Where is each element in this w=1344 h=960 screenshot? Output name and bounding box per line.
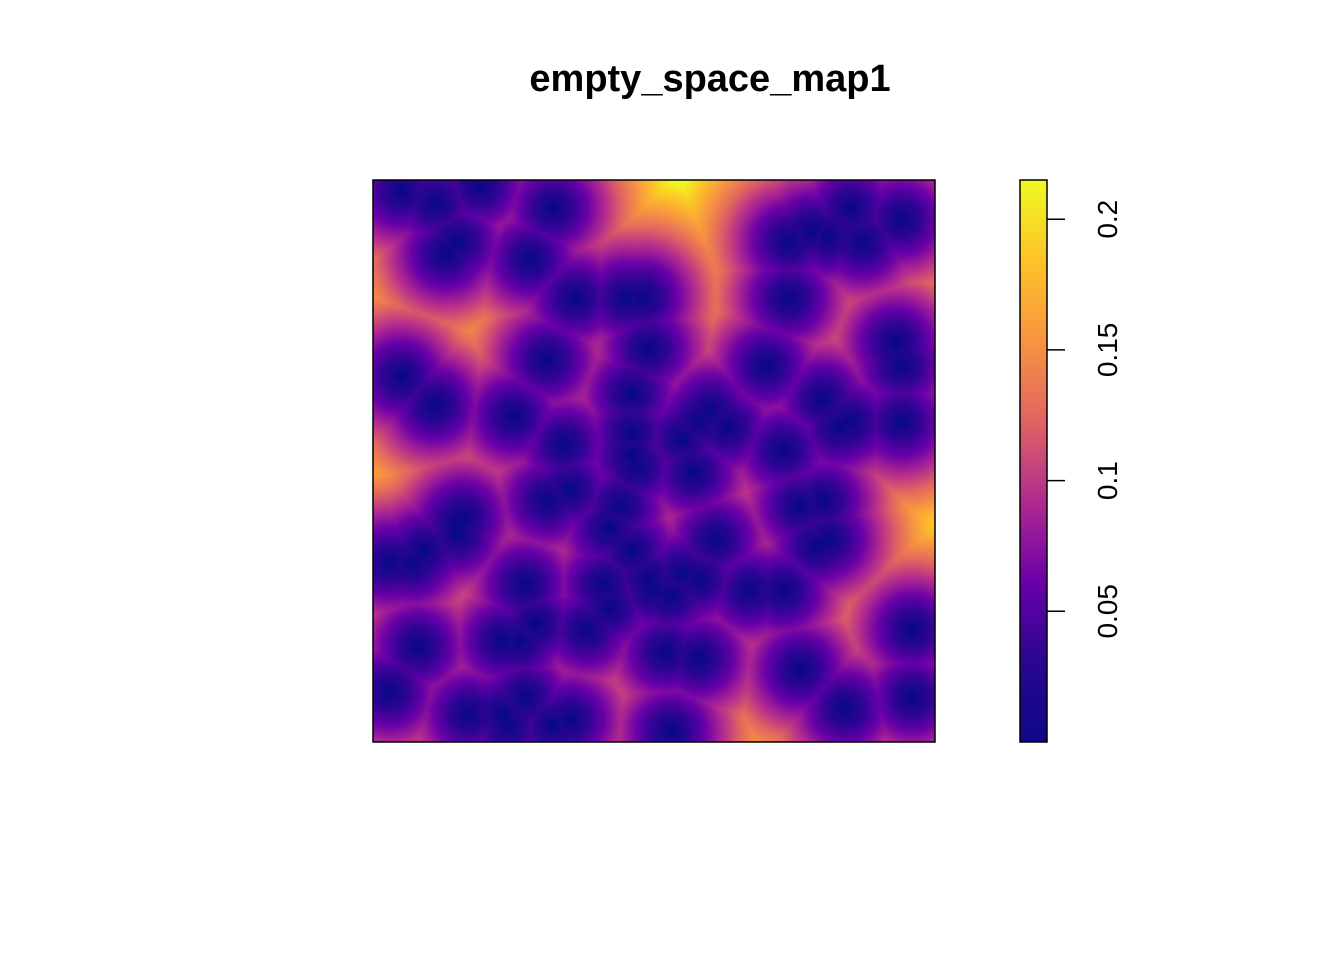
data-point: [810, 539, 823, 552]
data-point: [839, 702, 852, 715]
data-point: [451, 235, 464, 248]
data-point: [496, 707, 509, 720]
data-point: [816, 494, 829, 507]
data-point: [794, 662, 807, 675]
data-point: [782, 235, 795, 248]
heatmap-raster: [373, 180, 935, 742]
data-point: [659, 646, 672, 659]
data-point: [782, 292, 795, 305]
data-point: [603, 601, 616, 614]
data-point: [597, 578, 610, 591]
data-point: [805, 224, 818, 237]
data-point: [473, 179, 486, 192]
data-point: [721, 421, 734, 434]
data-point: [541, 494, 554, 507]
data-point: [906, 691, 919, 704]
data-point: [889, 336, 902, 349]
data-point: [383, 685, 396, 698]
data-point: [619, 292, 632, 305]
data-point: [546, 719, 559, 732]
data-point: [428, 196, 441, 209]
data-point: [428, 398, 441, 411]
data-point: [895, 213, 908, 226]
data-point: [406, 556, 419, 569]
data-point: [636, 292, 649, 305]
data-point: [462, 707, 475, 720]
data-point: [625, 387, 638, 400]
data-point: [501, 719, 514, 732]
data-point: [833, 421, 846, 434]
data-point: [642, 573, 655, 586]
data-point: [816, 393, 829, 406]
colorbar: [1019, 179, 1048, 743]
data-point: [692, 651, 705, 664]
data-point: [760, 359, 773, 372]
data-point: [822, 533, 835, 546]
data-point: [558, 438, 571, 451]
data-point: [692, 573, 705, 586]
colorbar-tick-label: 0.15: [1092, 323, 1123, 378]
data-point: [777, 584, 790, 597]
data-point: [676, 432, 689, 445]
data-point: [603, 522, 616, 535]
data-points-layer: [383, 179, 919, 737]
colorbar-tick-label: 0.2: [1092, 200, 1123, 239]
plot-frame: [372, 179, 936, 743]
data-point: [625, 449, 638, 462]
data-point: [513, 634, 526, 647]
data-point: [648, 584, 660, 597]
data-point: [563, 483, 576, 496]
data-point: [440, 247, 453, 260]
data-point: [411, 640, 424, 653]
data-point: [625, 426, 638, 439]
data-point: [844, 202, 857, 215]
data-point: [541, 353, 554, 366]
data-point: [451, 516, 464, 529]
data-point: [524, 252, 537, 265]
data-point: [580, 623, 593, 636]
data-point: [507, 410, 520, 423]
data-point: [676, 567, 689, 580]
data-point: [687, 466, 700, 479]
data-point: [895, 415, 908, 428]
data-point: [844, 415, 857, 428]
data-point: [395, 370, 408, 383]
data-point: [529, 617, 542, 630]
data-point: [614, 499, 627, 512]
data-point: [417, 544, 430, 557]
colorbar-tick-label: 0.1: [1092, 461, 1123, 500]
data-point: [569, 292, 582, 305]
data-point: [692, 415, 705, 428]
data-point: [895, 359, 908, 372]
data-point: [518, 578, 531, 591]
data-point: [704, 404, 717, 417]
data-point: [625, 544, 638, 557]
data-point: [563, 713, 576, 726]
data-point: [822, 230, 835, 243]
chart-title: empty_space_map1: [529, 58, 891, 100]
data-point: [664, 589, 677, 602]
data-point: [743, 584, 756, 597]
data-point: [794, 499, 807, 512]
data-point: [496, 634, 509, 647]
data-point: [855, 235, 868, 248]
data-point: [709, 533, 722, 546]
data-point: [395, 185, 408, 198]
data-point: [777, 443, 790, 456]
data-point: [631, 460, 644, 473]
data-point: [546, 202, 559, 215]
data-point: [642, 342, 655, 355]
colorbar-axis: 0.05 0.1 0.15 0.2: [1047, 200, 1123, 639]
data-point: [383, 556, 396, 569]
data-point: [451, 528, 464, 541]
data-point: [518, 691, 531, 704]
data-point: [664, 724, 677, 737]
data-point: [906, 623, 919, 636]
colorbar-tick-label: 0.05: [1092, 584, 1123, 639]
